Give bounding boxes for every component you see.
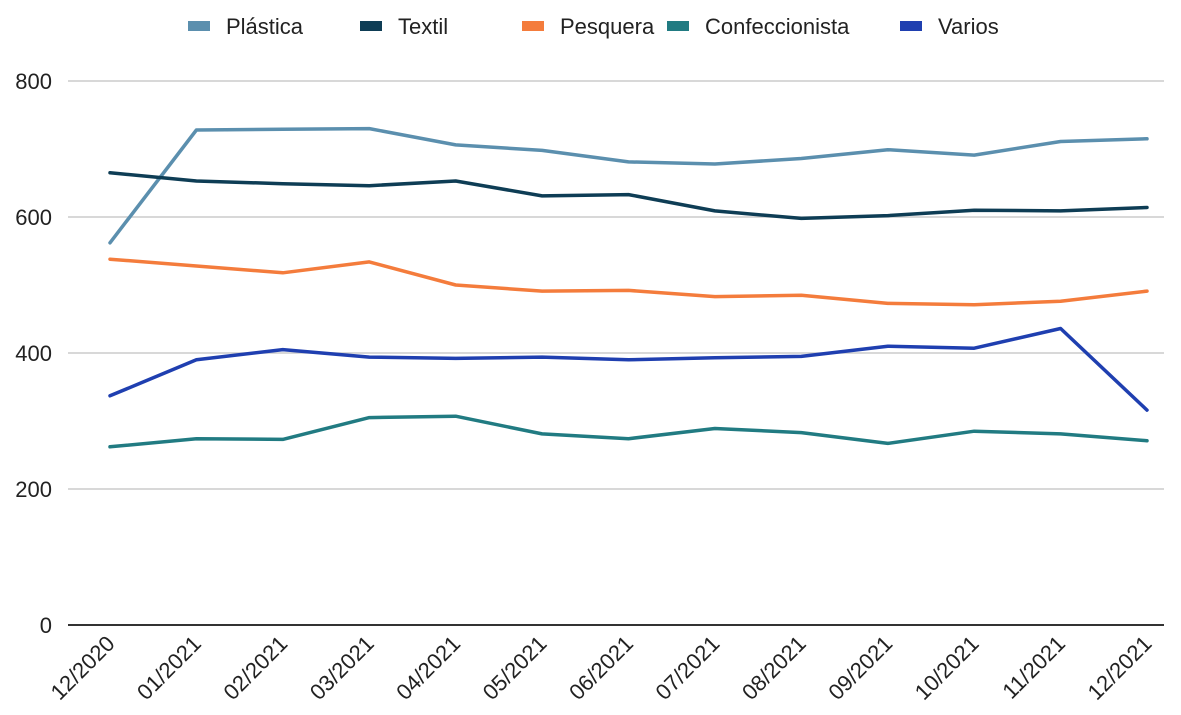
y-tick-label: 400: [15, 341, 52, 366]
series-line-textil: [108, 171, 1149, 221]
series-line-pesquera: [108, 257, 1149, 307]
legend-label: Textil: [398, 14, 448, 39]
x-tick-label: 11/2021: [997, 631, 1070, 704]
series-line-confeccionista: [108, 414, 1149, 449]
legend-swatch: [360, 21, 382, 31]
y-tick-label: 0: [40, 613, 52, 638]
x-tick-label: 10/2021: [910, 631, 984, 705]
series-line-varios: [108, 326, 1149, 412]
series-line-plastica: [108, 126, 1149, 245]
legend-swatch: [522, 21, 544, 31]
x-tick-label: 04/2021: [391, 631, 465, 705]
x-tick-label: 01/2021: [132, 631, 206, 705]
legend-swatch: [900, 21, 922, 31]
legend-label: Varios: [938, 14, 999, 39]
legend-swatch: [188, 21, 210, 31]
x-tick-label: 07/2021: [651, 631, 725, 705]
x-tick-label: 06/2021: [564, 631, 638, 705]
x-tick-label: 08/2021: [737, 631, 811, 705]
legend: Plástica Textil Pesquera Confeccionista Vari…: [188, 14, 999, 39]
x-axis: 12/2020 01/2021 02/2021 03/2021 04/2021 05/20…: [46, 631, 1157, 705]
legend-label: Plástica: [226, 14, 304, 39]
x-tick-label: 05/2021: [478, 631, 552, 705]
legend-label: Confeccionista: [705, 14, 850, 39]
y-tick-label: 600: [15, 205, 52, 230]
series-lines: [108, 126, 1149, 449]
y-axis: 0 200 400 600 800: [15, 69, 52, 638]
x-tick-label: 12/2020: [46, 631, 120, 705]
x-tick-label: 12/2021: [1083, 631, 1157, 705]
legend-swatch: [667, 21, 689, 31]
x-tick-label: 03/2021: [305, 631, 379, 705]
x-tick-label: 09/2021: [823, 631, 897, 705]
y-tick-label: 200: [15, 477, 52, 502]
y-tick-label: 800: [15, 69, 52, 94]
gridlines: [68, 80, 1164, 626]
x-tick-label: 02/2021: [218, 631, 292, 705]
legend-label: Pesquera: [560, 14, 655, 39]
